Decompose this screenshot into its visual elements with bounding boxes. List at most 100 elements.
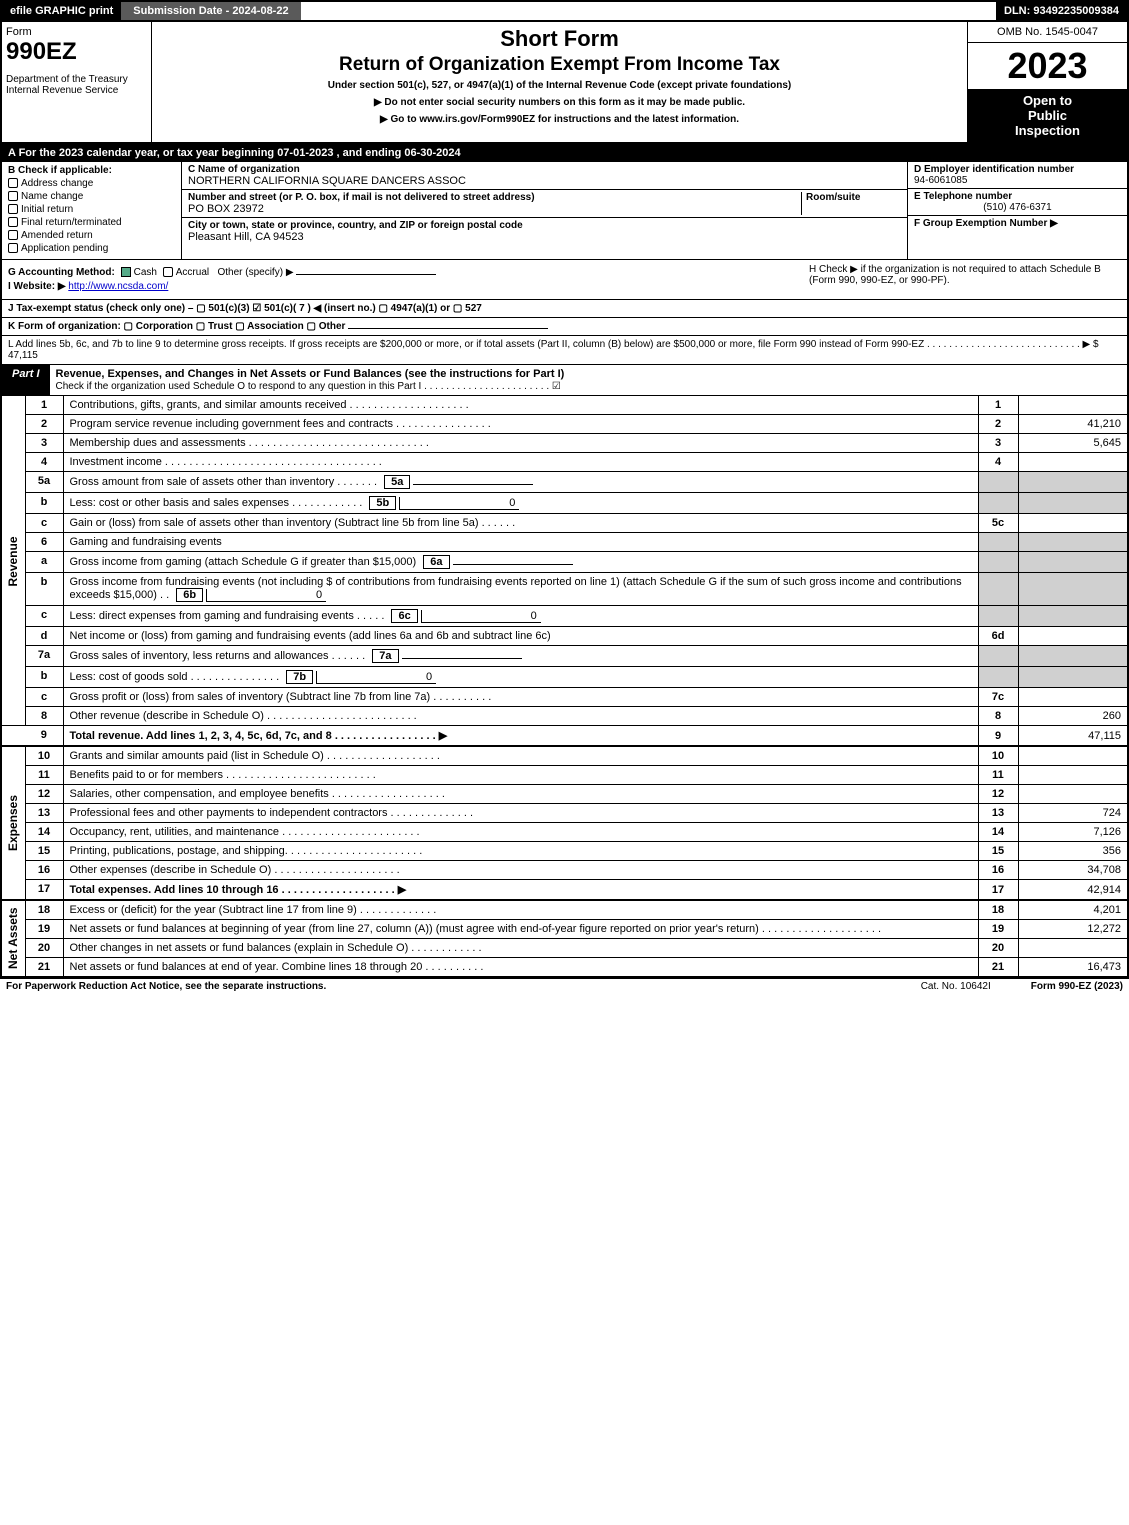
line-5b: b Less: cost or other basis and sales ex… xyxy=(1,493,1128,514)
line-20: 20 Other changes in net assets or fund b… xyxy=(1,939,1128,958)
footer-cat-no: Cat. No. 10642I xyxy=(921,981,991,992)
line-19: 19 Net assets or fund balances at beginn… xyxy=(1,920,1128,939)
amt-shade xyxy=(1018,493,1128,514)
line-12: 12 Salaries, other compensation, and emp… xyxy=(1,785,1128,804)
desc: Other revenue (describe in Schedule O) .… xyxy=(63,707,978,726)
j-tax-exempt-status: J Tax-exempt status (check only one) – ▢… xyxy=(0,300,1129,318)
ln: 12 xyxy=(25,785,63,804)
amt-shade xyxy=(1018,667,1128,688)
desc: Salaries, other compensation, and employ… xyxy=(63,785,978,804)
line-5c: c Gain or (loss) from sale of assets oth… xyxy=(1,514,1128,533)
amt xyxy=(1018,939,1128,958)
section-c-org-info: C Name of organization NORTHERN CALIFORN… xyxy=(182,162,907,259)
desc: Other changes in net assets or fund bala… xyxy=(63,939,978,958)
telephone-value: (510) 476-6371 xyxy=(914,202,1121,213)
desc: Less: direct expenses from gaming and fu… xyxy=(63,606,978,627)
chk-final-return[interactable]: Final return/terminated xyxy=(8,217,175,228)
tax-year: 2023 xyxy=(968,43,1127,89)
website-link[interactable]: http://www.ncsda.com/ xyxy=(68,281,168,292)
ln: 6 xyxy=(25,533,63,552)
header-right: OMB No. 1545-0047 2023 Open to Public In… xyxy=(967,22,1127,142)
side-label-expenses: Expenses xyxy=(1,746,25,900)
form-note-link: ▶ Go to www.irs.gov/Form990EZ for instru… xyxy=(156,114,963,125)
ln: c xyxy=(25,514,63,533)
amt-shade xyxy=(1018,552,1128,573)
part-1-sub: Check if the organization used Schedule … xyxy=(56,381,561,392)
amt-shade xyxy=(1018,606,1128,627)
org-street: PO BOX 23972 xyxy=(188,203,801,215)
amt xyxy=(1018,514,1128,533)
ln: 7a xyxy=(25,646,63,667)
desc: Other expenses (describe in Schedule O) … xyxy=(63,861,978,880)
g-accounting-method: G Accounting Method: Cash Accrual Other … xyxy=(8,267,801,278)
line-9: 9 Total revenue. Add lines 1, 2, 3, 4, 5… xyxy=(1,726,1128,747)
nc: 13 xyxy=(978,804,1018,823)
nc-shade xyxy=(978,646,1018,667)
amt-shade xyxy=(1018,533,1128,552)
amt-shade xyxy=(1018,472,1128,493)
desc: Total revenue. Add lines 1, 2, 3, 4, 5c,… xyxy=(63,726,978,747)
line-15: 15 Printing, publications, postage, and … xyxy=(1,842,1128,861)
k-text: K Form of organization: ▢ Corporation ▢ … xyxy=(8,321,345,332)
c-name-label: C Name of organization xyxy=(188,164,466,175)
nc: 12 xyxy=(978,785,1018,804)
ln: b xyxy=(25,493,63,514)
page-footer: For Paperwork Reduction Act Notice, see … xyxy=(0,978,1129,994)
g-label: G Accounting Method: xyxy=(8,267,115,278)
nc: 7c xyxy=(978,688,1018,707)
nc-shade xyxy=(978,493,1018,514)
org-city: Pleasant Hill, CA 94523 xyxy=(188,231,523,243)
ln: 13 xyxy=(25,804,63,823)
part-1-tag: Part I xyxy=(2,365,50,395)
desc: Investment income . . . . . . . . . . . … xyxy=(63,453,978,472)
chk-cash-icon[interactable] xyxy=(121,267,131,277)
amt xyxy=(1018,453,1128,472)
part-1-title: Revenue, Expenses, and Changes in Net As… xyxy=(50,365,1127,395)
chk-accrual-icon[interactable] xyxy=(163,267,173,277)
nc: 9 xyxy=(978,726,1018,747)
nc: 4 xyxy=(978,453,1018,472)
efile-print-label[interactable]: efile GRAPHIC print xyxy=(2,2,121,20)
form-note-ssn: ▶ Do not enter social security numbers o… xyxy=(156,97,963,108)
ln: 8 xyxy=(25,707,63,726)
footer-form-id: Form 990-EZ (2023) xyxy=(1031,981,1123,992)
chk-label: Name change xyxy=(21,191,83,202)
c-city-label: City or town, state or province, country… xyxy=(188,220,523,231)
line-13: 13 Professional fees and other payments … xyxy=(1,804,1128,823)
ln: 16 xyxy=(25,861,63,880)
ln: c xyxy=(25,606,63,627)
line-5a: 5a Gross amount from sale of assets othe… xyxy=(1,472,1128,493)
c-room-label: Room/suite xyxy=(806,192,901,203)
part-1-table: Revenue 1 Contributions, gifts, grants, … xyxy=(0,396,1129,978)
side-label-netassets: Net Assets xyxy=(1,900,25,977)
ln: 9 xyxy=(25,726,63,747)
h-schedule-b: H Check ▶ if the organization is not req… xyxy=(801,264,1121,295)
line-1: Revenue 1 Contributions, gifts, grants, … xyxy=(1,396,1128,415)
footer-paperwork: For Paperwork Reduction Act Notice, see … xyxy=(6,981,326,992)
form-title-1: Short Form xyxy=(156,26,963,52)
chk-name-change[interactable]: Name change xyxy=(8,191,175,202)
desc: Printing, publications, postage, and shi… xyxy=(63,842,978,861)
submission-date: Submission Date - 2024-08-22 xyxy=(121,2,300,20)
amt xyxy=(1018,688,1128,707)
nc: 20 xyxy=(978,939,1018,958)
desc: Excess or (deficit) for the year (Subtra… xyxy=(63,900,978,920)
desc: Grants and similar amounts paid (list in… xyxy=(63,746,978,766)
header-left: Form 990EZ Department of the Treasury In… xyxy=(2,22,152,142)
chk-initial-return[interactable]: Initial return xyxy=(8,204,175,215)
ein-value: 94-6061085 xyxy=(914,175,1121,186)
nc: 21 xyxy=(978,958,1018,978)
amt: 5,645 xyxy=(1018,434,1128,453)
chk-address-change[interactable]: Address change xyxy=(8,178,175,189)
desc: Program service revenue including govern… xyxy=(63,415,978,434)
amt: 34,708 xyxy=(1018,861,1128,880)
ln: 18 xyxy=(25,900,63,920)
nc: 14 xyxy=(978,823,1018,842)
chk-application-pending[interactable]: Application pending xyxy=(8,243,175,254)
line-16: 16 Other expenses (describe in Schedule … xyxy=(1,861,1128,880)
line-6b: b Gross income from fundraising events (… xyxy=(1,573,1128,606)
ln: 2 xyxy=(25,415,63,434)
chk-amended-return[interactable]: Amended return xyxy=(8,230,175,241)
form-subtitle: Under section 501(c), 527, or 4947(a)(1)… xyxy=(156,80,963,91)
desc: Membership dues and assessments . . . . … xyxy=(63,434,978,453)
